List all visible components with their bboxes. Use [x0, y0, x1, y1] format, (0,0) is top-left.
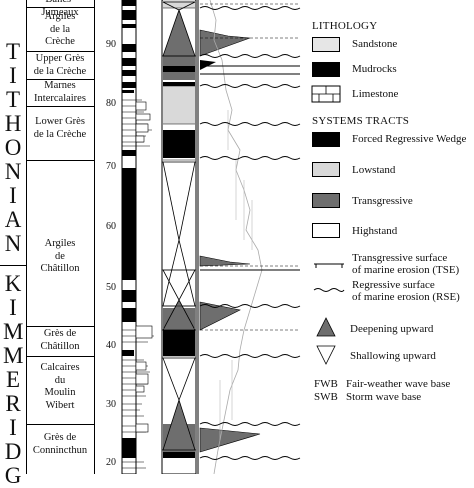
formation-boundary	[26, 424, 94, 425]
legend-swb-label: Storm wave base	[346, 391, 422, 403]
legend-lowstand-label: Lowstand	[352, 164, 396, 176]
formation-label-line: Upper Grès	[35, 53, 85, 64]
formation-label-line: Calcaires	[40, 362, 80, 373]
formation-gres-chatillon: Grès de Châtillon	[28, 328, 92, 353]
formation-boundary	[26, 160, 94, 161]
formation-lower-gres-creche: Lower Grès de la Crèche	[28, 116, 92, 141]
depth-tick-label: 90	[106, 39, 116, 50]
formation-label-line: Châtillon	[40, 263, 80, 274]
formation-boundary	[26, 356, 94, 357]
formation-label-line: de la	[49, 23, 71, 35]
legend-highstand-swatch	[312, 223, 340, 238]
formation-label-line: Connincthun	[32, 444, 88, 456]
tithonian-letter: T	[5, 39, 21, 64]
formation-label-line: Argiles	[44, 11, 76, 22]
formation-label-line: de	[55, 250, 65, 262]
legend-tse-line: of marine erosion (TSE)	[352, 264, 460, 276]
tithonian-letter: H	[4, 111, 22, 136]
legend-symbols	[311, 85, 345, 365]
legend-mudrocks-label: Mudrocks	[352, 63, 397, 75]
formation-label-line: Grès de	[43, 328, 77, 339]
legend-fwb-label: Fair-weather wave base	[346, 378, 451, 390]
tithonian-letter: A	[4, 207, 22, 232]
legend-frwd-swatch	[312, 132, 340, 147]
formation-label-line: Marnes	[44, 80, 76, 91]
legend-transgressive-label: Transgressive	[352, 195, 413, 207]
legend-swb-abbr: SWB	[314, 391, 338, 403]
stage-boundary	[0, 265, 26, 266]
kimmeridgian-letter: I	[9, 415, 17, 440]
formation-label-line: Intercalaires	[34, 92, 86, 104]
legend-tse-label: Transgressive surface of marine erosion …	[352, 252, 459, 276]
tithonian-letter: N	[4, 231, 22, 256]
formation-label-line: Argiles	[44, 238, 76, 249]
systems-tracts-column	[161, 0, 197, 474]
tithonian-letter: I	[9, 183, 17, 208]
kimmeridgian-letter: M	[3, 319, 24, 344]
kimmeridgian-letter: K	[4, 271, 22, 296]
stratigraphic-log	[121, 0, 345, 474]
legend-sandstone-label: Sandstone	[352, 38, 398, 50]
tithonian-letter: T	[5, 87, 21, 112]
formation-argiles-chatillon: Argiles de Châtillon	[28, 238, 92, 276]
legend-limestone-label: Limestone	[352, 88, 399, 100]
formation-label-line: Lower Grès	[35, 116, 85, 127]
legend-rse-label: Regressive surface of marine erosion (RS…	[352, 279, 460, 303]
formation-upper-gres-creche: Upper Grès de la Crèche	[28, 53, 92, 78]
tithonian-letter: N	[4, 159, 22, 184]
depth-tick-label: 70	[106, 161, 116, 172]
formation-boundary	[26, 106, 94, 107]
formation-boundary	[26, 326, 94, 327]
depth-tick-label: 50	[106, 282, 116, 293]
formation-label-line: Moulin	[44, 387, 76, 398]
kimmeridgian-letter: D	[4, 439, 22, 464]
formation-label-line: du	[54, 374, 66, 386]
formation-label-line: Crèche	[45, 36, 75, 47]
formation-label-line: Grès de	[43, 432, 77, 443]
lithology-column	[121, 0, 154, 474]
depth-tick-label: 30	[106, 399, 116, 410]
depth-tick-label: 40	[106, 340, 116, 351]
legend-lithology-title: LITHOLOGY	[312, 20, 378, 32]
tithonian-letter: I	[9, 63, 17, 88]
formation-label-line: de la Crèche	[33, 128, 87, 140]
legend-highstand-label: Highstand	[352, 225, 398, 237]
legend-rse-line: Regressive surface	[352, 279, 435, 291]
formation-boundary	[26, 7, 94, 8]
formation-calcaires-moulin-wibert: Calcaires du Moulin Wibert	[28, 362, 92, 412]
tithonian-letter: O	[4, 135, 22, 160]
legend-shallowing-label: Shallowing upward	[350, 350, 436, 362]
formation-boundary	[26, 51, 94, 52]
legend-transgressive-swatch	[312, 193, 340, 208]
legend-mudrocks-swatch	[312, 62, 340, 77]
legend-fwb-abbr: FWB	[314, 378, 338, 390]
depth-tick-label: 80	[106, 98, 116, 109]
kimmeridgian-letter: I	[9, 295, 17, 320]
kimmeridgian-letter: M	[3, 343, 24, 368]
legend-lowstand-swatch	[312, 162, 340, 177]
formation-bancs-jumeaux: Bancs-Jumeaux	[41, 0, 79, 18]
stage-column	[0, 0, 27, 474]
formation-gres-connincthun: Grès de Connincthun	[28, 432, 92, 457]
kimmeridgian-letter: E	[5, 367, 21, 392]
formation-label-line: Châtillon	[40, 340, 80, 352]
legend-systems-tracts-title: SYSTEMS TRACTS	[312, 115, 410, 127]
formation-marnes-intercalaires: Marnes Intercalaires	[28, 80, 92, 105]
legend-sandstone-swatch	[312, 37, 340, 52]
depth-tick-label: 60	[106, 221, 116, 232]
formation-label-line: Wibert	[45, 399, 75, 411]
legend-frwd-label: Forced Regressive Wedge	[352, 133, 467, 145]
environment-curve-column	[197, 0, 301, 474]
formation-label-line: de la Crèche	[33, 65, 87, 77]
formation-column	[26, 0, 95, 474]
depth-tick-label: 20	[106, 457, 116, 468]
legend-tse-line: Transgressive surface	[352, 252, 448, 264]
legend-rse-line: of marine erosion (RSE)	[352, 291, 460, 303]
legend-deepening-label: Deepening upward	[350, 323, 434, 335]
formation-argiles-creche: Argiles de la Crèche	[28, 11, 92, 49]
kimmeridgian-letter: R	[5, 391, 21, 416]
formation-boundary	[26, 79, 94, 80]
